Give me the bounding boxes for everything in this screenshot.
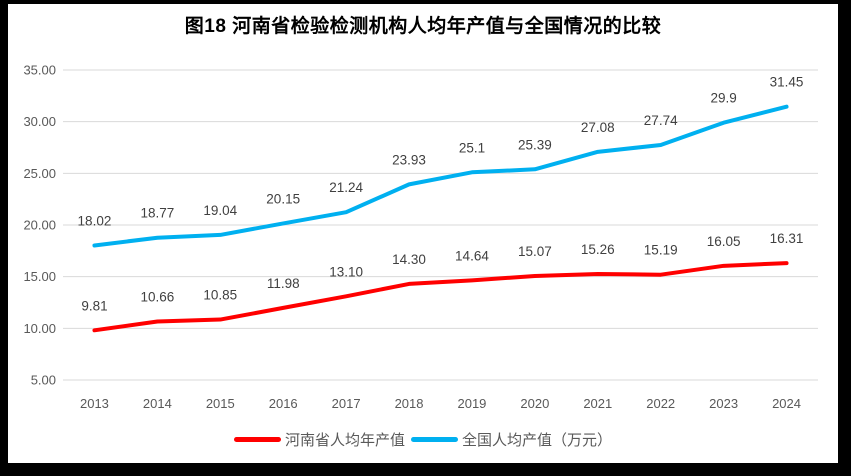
legend-line-henan-icon: [233, 437, 281, 442]
chart-svg: 5.00 10.00 15.00 20.00 25.00 30.00 35.00 2013 20…: [23, 63, 818, 411]
data-label: 11.98: [267, 276, 300, 291]
x-tick-label: 2016: [269, 396, 298, 411]
series-line-1: [92, 104, 789, 248]
y-tick-label: 30.00: [23, 114, 56, 129]
y-tick-label: 15.00: [23, 269, 56, 284]
legend-line-national-icon: [411, 437, 458, 442]
data-label: 21.24: [329, 180, 363, 195]
data-label: 27.08: [581, 120, 615, 135]
y-tick-label: 10.00: [23, 321, 56, 336]
x-tick-label: 2020: [520, 396, 549, 411]
data-label: 23.93: [392, 152, 426, 167]
y-tick-label: 35.00: [23, 63, 56, 78]
legend-item-national: 全国人均产值（万元）: [411, 429, 612, 450]
data-label: 20.15: [266, 191, 300, 206]
x-tick-label: 2014: [143, 396, 172, 411]
data-label: 25.39: [518, 137, 552, 152]
legend: 河南省人均年产值 全国人均产值（万元）: [8, 429, 838, 450]
x-tick-label: 2023: [709, 396, 738, 411]
data-label: 15.26: [581, 242, 615, 257]
data-label: 19.04: [203, 203, 237, 218]
y-tick-label: 20.00: [23, 218, 56, 233]
x-tick-label: 2018: [395, 396, 424, 411]
y-tick-label: 5.00: [31, 373, 56, 388]
chart-title: 图18 河南省检验检测机构人均年产值与全国情况的比较: [184, 16, 662, 37]
x-tick-label: 2013: [80, 396, 109, 411]
legend-label-henan: 河南省人均年产值: [284, 432, 405, 449]
data-label: 14.64: [455, 248, 489, 263]
data-label: 10.66: [140, 290, 174, 305]
x-tick-label: 2022: [646, 396, 675, 411]
data-label: 25.1: [459, 140, 485, 155]
series-line-0: [92, 261, 789, 333]
data-label: 16.05: [707, 234, 741, 249]
data-label: 9.81: [81, 298, 107, 313]
data-label: 29.9: [710, 91, 736, 106]
data-label: 10.85: [203, 288, 237, 303]
x-tick-label: 2015: [206, 396, 235, 411]
legend-item-henan: 河南省人均年产值: [233, 429, 405, 450]
data-label: 18.02: [78, 213, 112, 228]
x-tick-label: 2019: [457, 396, 486, 411]
data-label: 13.10: [329, 264, 363, 279]
y-tick-label: 25.00: [23, 166, 56, 181]
data-label: 15.19: [644, 243, 678, 258]
data-label: 15.07: [518, 244, 552, 259]
chart-canvas: 图18 河南省检验检测机构人均年产值与全国情况的比较 5.00 10.00 15.0…: [8, 4, 838, 463]
x-tick-label: 2024: [772, 396, 801, 411]
data-label: 18.77: [140, 206, 174, 221]
data-label: 16.31: [770, 231, 804, 246]
data-label: 27.74: [644, 113, 678, 128]
data-label: 31.45: [770, 75, 804, 90]
x-tick-label: 2017: [332, 396, 361, 411]
legend-label-national: 全国人均产值（万元）: [462, 432, 613, 449]
data-label: 14.30: [392, 252, 426, 267]
x-tick-label: 2021: [583, 396, 612, 411]
